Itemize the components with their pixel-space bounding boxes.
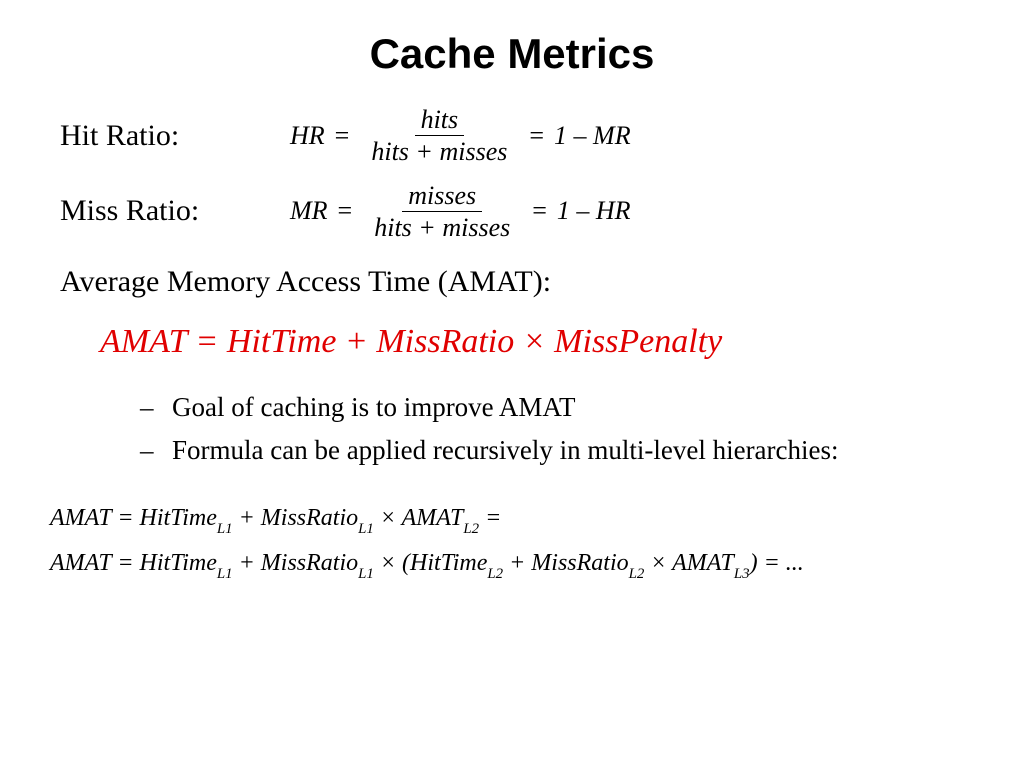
rec-text: + MissRatio (233, 550, 359, 576)
bullet-text: Formula can be applied recursively in mu… (172, 432, 839, 468)
rec-sub: L1 (358, 566, 374, 582)
miss-ratio-row: Miss Ratio: MR = misses hits + misses = … (60, 182, 964, 242)
mr-denominator: hits + misses (368, 212, 516, 241)
miss-ratio-formula: MR = misses hits + misses = 1 – HR (290, 182, 631, 242)
rec-text: × AMAT (374, 505, 464, 531)
bullet-item: – Formula can be applied recursively in … (140, 432, 960, 468)
slide-title: Cache Metrics (60, 30, 964, 78)
hit-ratio-label: Hit Ratio: (60, 119, 290, 153)
hit-ratio-row: Hit Ratio: HR = hits hits + misses = 1 –… (60, 106, 964, 166)
recursive-line-1: AMAT = HitTimeL1 + MissRatioL1 × AMATL2 … (50, 496, 964, 541)
amat-bullets: – Goal of caching is to improve AMAT – F… (140, 389, 960, 468)
rec-text: AMAT = HitTime (50, 550, 217, 576)
amat-heading: Average Memory Access Time (AMAT): (60, 265, 964, 299)
bullet-dash-icon: – (140, 432, 172, 468)
mr-rhs: 1 – HR (557, 196, 631, 226)
rec-sub: L1 (358, 521, 374, 537)
equals-sign: = (331, 121, 354, 151)
rec-sub: L1 (217, 521, 233, 537)
hr-fraction: hits hits + misses (365, 106, 513, 166)
bullet-dash-icon: – (140, 389, 172, 425)
equals-sign: = (334, 196, 357, 226)
bullet-item: – Goal of caching is to improve AMAT (140, 389, 960, 425)
slide: Cache Metrics Hit Ratio: HR = hits hits … (0, 0, 1024, 768)
mr-numerator: misses (402, 182, 482, 212)
rec-text: × AMAT (644, 550, 734, 576)
rec-sub: L1 (217, 566, 233, 582)
recursive-line-2: AMAT = HitTimeL1 + MissRatioL1 × (HitTim… (50, 541, 964, 586)
mr-lhs: MR (290, 196, 328, 226)
equals-sign: = (528, 196, 551, 226)
rec-text: ) = ... (750, 550, 804, 576)
hit-ratio-formula: HR = hits hits + misses = 1 – MR (290, 106, 631, 166)
rec-sub: L3 (734, 566, 750, 582)
rec-sub: L2 (487, 566, 503, 582)
equals-sign: = (525, 121, 548, 151)
amat-main-formula: AMAT = HitTime + MissRatio × MissPenalty (100, 323, 964, 361)
rec-text: + MissRatio (503, 550, 629, 576)
bullet-text: Goal of caching is to improve AMAT (172, 389, 575, 425)
rec-sub: L2 (463, 521, 479, 537)
mr-fraction: misses hits + misses (368, 182, 516, 242)
hr-rhs: 1 – MR (554, 121, 631, 151)
rec-text: = (479, 505, 501, 531)
miss-ratio-label: Miss Ratio: (60, 194, 290, 228)
rec-text: + MissRatio (233, 505, 359, 531)
hr-denominator: hits + misses (365, 136, 513, 165)
rec-text: AMAT = HitTime (50, 505, 217, 531)
rec-sub: L2 (629, 566, 645, 582)
rec-text: × (HitTime (374, 550, 488, 576)
hr-lhs: HR (290, 121, 325, 151)
hr-numerator: hits (415, 106, 465, 136)
recursive-formulas: AMAT = HitTimeL1 + MissRatioL1 × AMATL2 … (50, 496, 964, 587)
